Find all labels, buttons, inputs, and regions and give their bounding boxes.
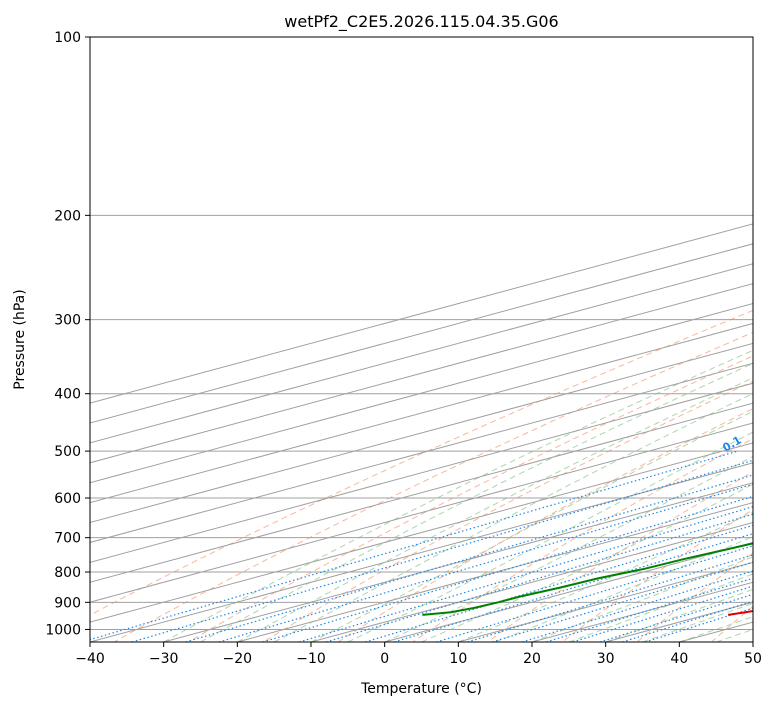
moist-adiabat <box>605 588 753 642</box>
y-tick-label: 100 <box>54 30 81 46</box>
mixing-ratio-line <box>365 524 753 642</box>
mixing-ratio-line <box>131 459 753 642</box>
y-tick-label: 500 <box>54 444 81 460</box>
moist-adiabat <box>384 455 753 642</box>
isotherm <box>237 502 753 642</box>
dry-adiabat <box>113 331 753 642</box>
mixing-ratio-line <box>90 450 739 641</box>
moist-adiabat <box>237 377 753 642</box>
isotherm <box>90 322 753 504</box>
y-axis-label: Pressure (hPa) <box>12 289 28 389</box>
isotherm <box>90 303 753 484</box>
isotherm <box>90 263 753 444</box>
y-tick-label: 700 <box>54 531 81 547</box>
chart-title: wetPf2_C2E5.2026.115.04.35.G06 <box>284 12 558 32</box>
x-tick-label: −40 <box>75 651 105 667</box>
isotherms <box>90 223 753 642</box>
y-tick-label: 300 <box>54 313 81 329</box>
dry-adiabat <box>188 355 753 642</box>
mixing-ratio-line <box>436 545 753 642</box>
dry-adiabat <box>561 508 753 642</box>
isotherm <box>90 402 753 583</box>
y-tick-label: 600 <box>54 491 81 507</box>
plot-frame <box>89 36 754 643</box>
y-tick-label: 900 <box>54 595 81 611</box>
mixing-ratio-line <box>467 554 753 642</box>
isotherm <box>310 522 753 642</box>
x-axis-ticks: −40 −30 −20 −10 0 10 20 30 40 50 <box>75 642 762 667</box>
y-tick-label: 400 <box>54 387 81 403</box>
y-axis-ticks: 100 200 300 400 500 600 700 800 900 1000 <box>45 30 90 638</box>
moist-adiabat <box>273 392 753 642</box>
mixing-ratio-lines <box>90 450 753 642</box>
isotherm <box>90 382 753 563</box>
x-tick-label: −30 <box>149 651 179 667</box>
x-tick-label: 50 <box>744 651 762 667</box>
x-tick-label: −10 <box>296 651 326 667</box>
isotherm <box>90 442 753 623</box>
mixing-ratio-line <box>185 474 753 642</box>
isotherm <box>163 482 753 642</box>
isotherm <box>90 462 753 642</box>
moist-adiabat <box>421 483 753 642</box>
y-tick-label: 800 <box>54 565 81 581</box>
x-tick-label: 40 <box>670 651 688 667</box>
moist-adiabat <box>163 349 753 642</box>
mixing-ratio-line <box>492 561 753 642</box>
plot-area: -100-90-80-70-60-50-40-30-20-10010203040… <box>90 37 753 642</box>
x-tick-label: 10 <box>449 651 467 667</box>
isotherm <box>90 362 753 543</box>
isotherm <box>90 283 753 464</box>
mixing-ratio-line <box>394 533 753 642</box>
pressure-gridlines <box>90 37 753 630</box>
x-tick-label: 30 <box>597 651 615 667</box>
x-tick-label: 0 <box>380 651 389 667</box>
mixing-ratio-line <box>325 513 753 642</box>
mixing-ratio-line <box>299 505 753 642</box>
x-axis-label: Temperature (°C) <box>360 681 482 697</box>
x-tick-label: 20 <box>523 651 541 667</box>
moist-adiabat <box>495 535 753 642</box>
isotherm <box>90 422 753 603</box>
mixing-ratio-line <box>218 483 753 642</box>
y-tick-label: 1000 <box>45 622 81 638</box>
isotherm <box>90 223 753 404</box>
y-tick-label: 200 <box>54 208 81 224</box>
dry-adiabat <box>337 408 753 642</box>
moist-adiabat <box>568 573 753 642</box>
dewpoint-line <box>422 542 753 616</box>
x-tick-label: −20 <box>223 651 253 667</box>
isotherm <box>90 243 753 424</box>
